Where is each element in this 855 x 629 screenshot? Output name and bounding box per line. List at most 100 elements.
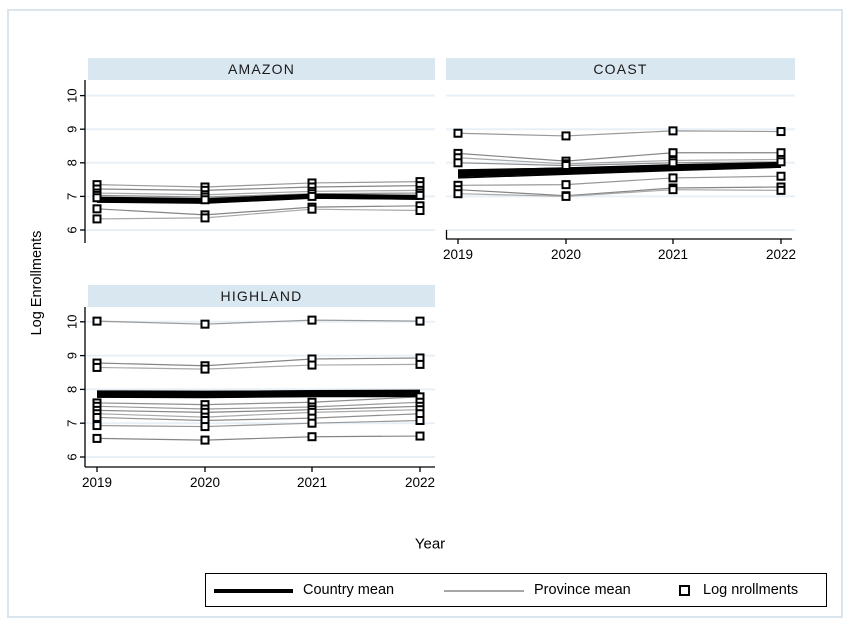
province-mean-line (96, 205, 421, 216)
log-enrollment-marker (92, 433, 102, 443)
panel-header-band (446, 58, 795, 80)
log-enrollment-marker (307, 360, 317, 370)
log-enrollment-marker (776, 157, 786, 167)
log-enrollment-marker (776, 185, 786, 195)
province-mean-line-swatch (444, 590, 524, 592)
country-mean-line (457, 165, 782, 178)
province-mean-line (96, 185, 421, 191)
province-mean-line (96, 319, 421, 325)
y-tick-label: 10 (65, 315, 80, 329)
log-enrollment-marker (92, 214, 102, 224)
y-tick-label: 10 (65, 88, 80, 102)
log-enrollment-marker (92, 362, 102, 372)
country-mean-line (96, 193, 421, 204)
province-mean-line (96, 409, 421, 418)
log-enrollment-marker (415, 431, 425, 441)
log-enrollment-marker (776, 127, 786, 137)
log-enrollment-marker (92, 316, 102, 326)
y-tick-label: 7 (65, 193, 80, 200)
country-mean-line (457, 166, 782, 179)
province-mean-line (96, 405, 421, 413)
log-enrollment-marker (307, 315, 317, 325)
country-mean-line (96, 197, 421, 204)
log-enrollment-marker (668, 158, 678, 168)
y-tick-label: 7 (65, 420, 80, 427)
log-enrollment-marker (307, 432, 317, 442)
log-enrollment-marker (668, 185, 678, 195)
province-mean-line (96, 435, 421, 441)
log-enrollment-marker (776, 171, 786, 181)
y-tick-label: 8 (65, 386, 80, 393)
province-mean-line (457, 157, 782, 165)
y-tick-label: 8 (65, 159, 80, 166)
province-mean-line (457, 186, 782, 197)
province-mean-line (96, 413, 421, 422)
log-enrollment-marker (92, 204, 102, 214)
log-enrollment-marker (92, 412, 102, 422)
y-tick-label: 9 (65, 126, 80, 133)
log-enrollment-marker (453, 189, 463, 199)
province-mean-line (457, 161, 782, 167)
log-enrollment-marker (92, 193, 102, 203)
legend-label-province-mean: Province mean (534, 582, 631, 598)
legend-label-log-enrollments: Log nrollments (703, 582, 799, 598)
panel-amazon: AMAZON 6 7 8 9 10 (65, 58, 435, 243)
x-tick-label: 2020 (190, 475, 220, 490)
panel-header-band (88, 58, 435, 80)
panel-title: COAST (593, 61, 647, 77)
y-tick-label: 9 (65, 352, 80, 359)
y-axis-title: Log Enrollments (29, 230, 45, 336)
province-mean-line (96, 401, 421, 410)
x-tick-label: 2021 (297, 475, 327, 490)
log-enrollment-marker (561, 131, 571, 141)
y-tick-label: 6 (65, 453, 80, 460)
log-enrollment-marker (200, 195, 210, 205)
log-enrollment-marker (307, 418, 317, 428)
country-mean-line (96, 395, 420, 399)
log-enrollment-marker (453, 158, 463, 168)
legend-box: Country mean Province mean Log nrollment… (205, 573, 827, 607)
country-mean-line (457, 162, 782, 172)
province-mean-line (96, 357, 421, 367)
province-mean-line (457, 152, 781, 162)
log-enrollment-marker (200, 319, 210, 329)
log-enrollment-marker (200, 422, 210, 432)
log-enrollment-marker (307, 191, 317, 201)
x-tick-label: 2022 (405, 475, 435, 490)
log-enrollment-marker (668, 173, 678, 183)
country-mean-line (457, 161, 782, 176)
log-enrollment-marker (561, 180, 571, 190)
panel-header-band (88, 285, 435, 307)
province-mean-line (457, 175, 782, 186)
log-enrollment-marker (415, 190, 425, 200)
province-mean-line (96, 396, 421, 406)
y-tick-label: 6 (65, 226, 80, 233)
panel-title: AMAZON (228, 61, 295, 77)
log-enrollment-marker (200, 213, 210, 223)
province-mean-line (96, 189, 421, 196)
x-tick-label: 2020 (551, 247, 581, 262)
x-tick-label: 2021 (658, 247, 688, 262)
log-enrollment-marker (415, 415, 425, 425)
province-mean-line (457, 130, 782, 137)
x-axis-title: Year (414, 535, 446, 553)
log-enrollment-marker (200, 364, 210, 374)
legend-label-country-mean: Country mean (303, 582, 395, 598)
x-tick-label: 2019 (443, 247, 473, 262)
log-enrollment-marker (92, 421, 102, 431)
province-mean-line (96, 192, 421, 198)
log-enrollment-marker (415, 206, 425, 216)
province-mean-line (96, 363, 421, 370)
country-mean-line (96, 193, 421, 200)
log-enrollment-marker (668, 126, 678, 136)
province-mean-line (96, 181, 421, 188)
panel-highland: HIGHLAND 6 7 8 9 10 2019 2020 2021 2022 (65, 285, 435, 490)
log-enrollment-marker (561, 160, 571, 170)
province-mean-line (96, 419, 421, 428)
log-enrollment-marker (200, 435, 210, 445)
log-enrollment-marker (415, 316, 425, 326)
country-mean-line-swatch (214, 589, 293, 593)
province-mean-line (96, 208, 421, 220)
